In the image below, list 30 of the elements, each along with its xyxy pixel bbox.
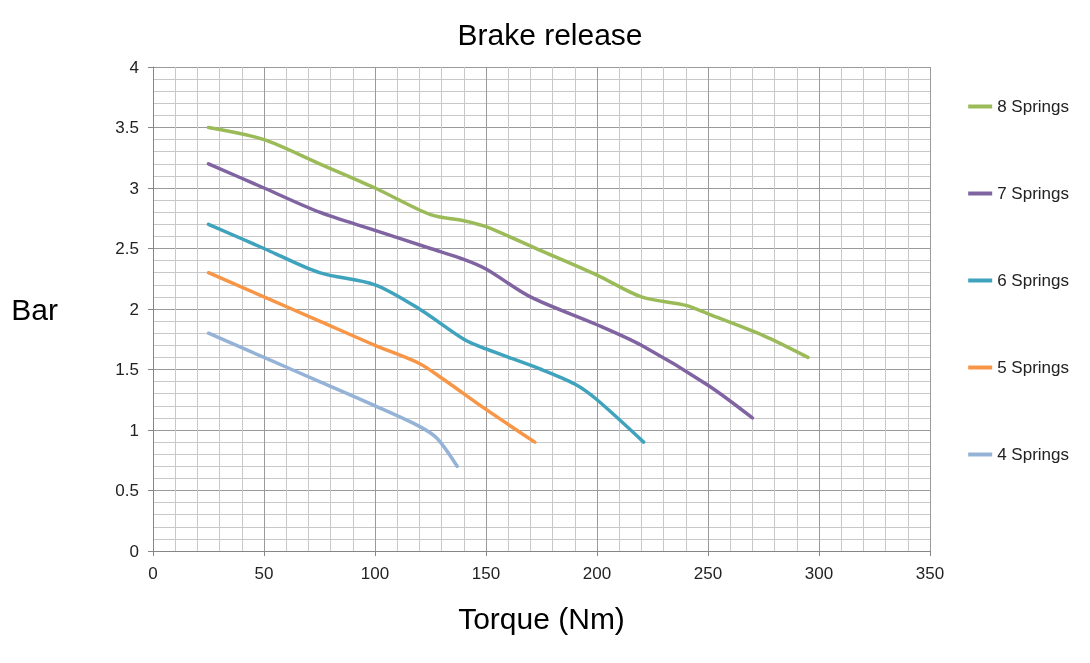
- x-tick-label: 300: [804, 564, 834, 583]
- y-tick-label: 1.5: [115, 360, 139, 379]
- x-tick-label: 0: [148, 564, 158, 583]
- y-tick-label: 0.5: [115, 481, 139, 500]
- y-tick-label: 2: [129, 299, 139, 319]
- x-tick-label: 200: [582, 564, 612, 583]
- y-tick-label: 3.5: [115, 118, 139, 137]
- legend-label: 6 Springs: [997, 271, 1070, 290]
- line-series: [206, 125, 810, 360]
- x-tick-label: 250: [693, 564, 723, 583]
- line-series: [206, 222, 646, 444]
- chart-title: Brake release: [457, 17, 643, 51]
- x-tick-label: 50: [254, 564, 274, 583]
- line-series: [206, 162, 755, 420]
- y-tick-label: 3: [129, 178, 139, 198]
- y-tick-label: 4: [129, 57, 139, 77]
- x-axis-title: Torque (Nm): [458, 601, 625, 635]
- legend-label: 8 Springs: [997, 97, 1070, 116]
- x-tick-label: 150: [471, 564, 501, 583]
- legend-label: 7 Springs: [997, 184, 1070, 203]
- legend-label: 5 Springs: [997, 358, 1070, 377]
- line-series: [206, 270, 537, 444]
- legend-label: 4 Springs: [997, 445, 1070, 464]
- x-tick-label: 100: [360, 564, 390, 583]
- y-axis-title: Bar: [11, 292, 59, 326]
- y-tick-label: 1: [129, 420, 139, 440]
- y-tick-label: 2.5: [115, 239, 139, 258]
- line-series: [206, 331, 459, 469]
- x-tick-label: 350: [915, 564, 945, 583]
- y-tick-label: 0: [129, 541, 139, 561]
